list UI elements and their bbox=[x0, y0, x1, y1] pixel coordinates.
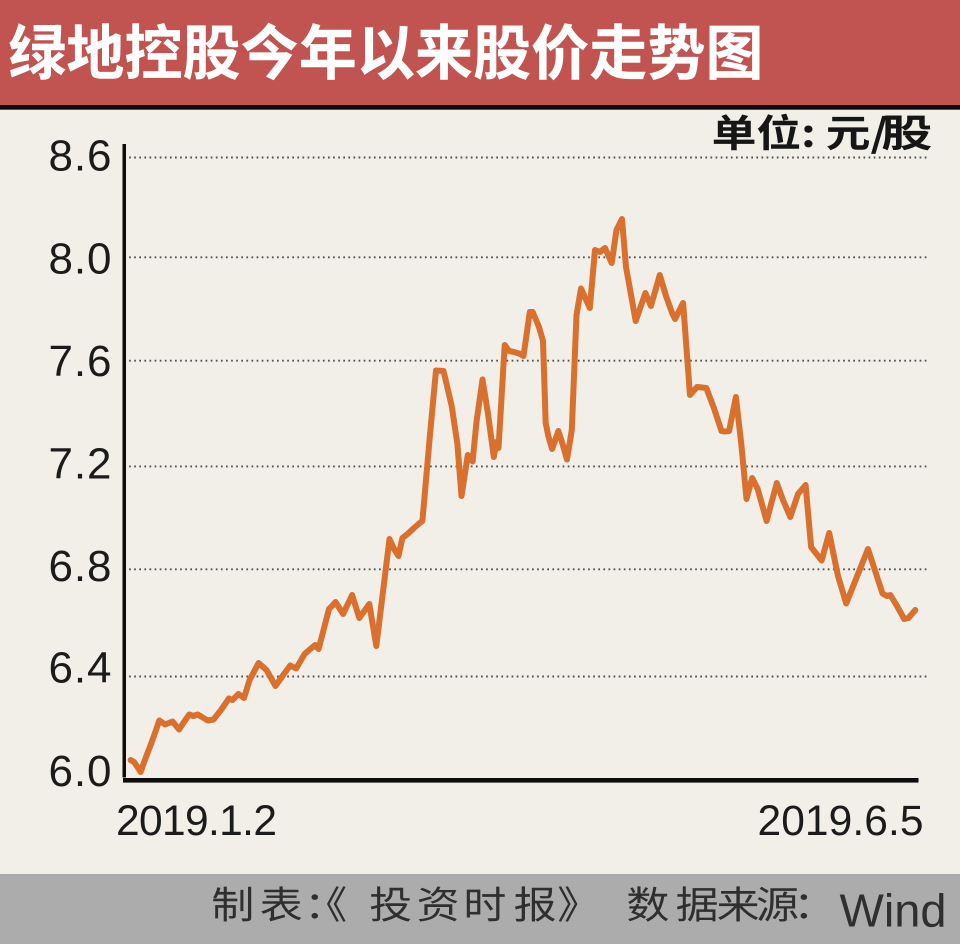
svg-text:Wind: Wind bbox=[840, 885, 947, 937]
svg-text:7.2: 7.2 bbox=[49, 440, 112, 489]
svg-text:2019.1.2: 2019.1.2 bbox=[116, 798, 277, 845]
svg-text:6.8: 6.8 bbox=[49, 542, 112, 591]
svg-text:7.6: 7.6 bbox=[49, 337, 112, 386]
svg-text:6.0: 6.0 bbox=[49, 747, 112, 796]
svg-text:6.4: 6.4 bbox=[49, 644, 112, 693]
svg-text:2019.6.5: 2019.6.5 bbox=[758, 798, 924, 845]
svg-text:8.6: 8.6 bbox=[49, 132, 112, 181]
svg-text:8.0: 8.0 bbox=[49, 234, 112, 283]
